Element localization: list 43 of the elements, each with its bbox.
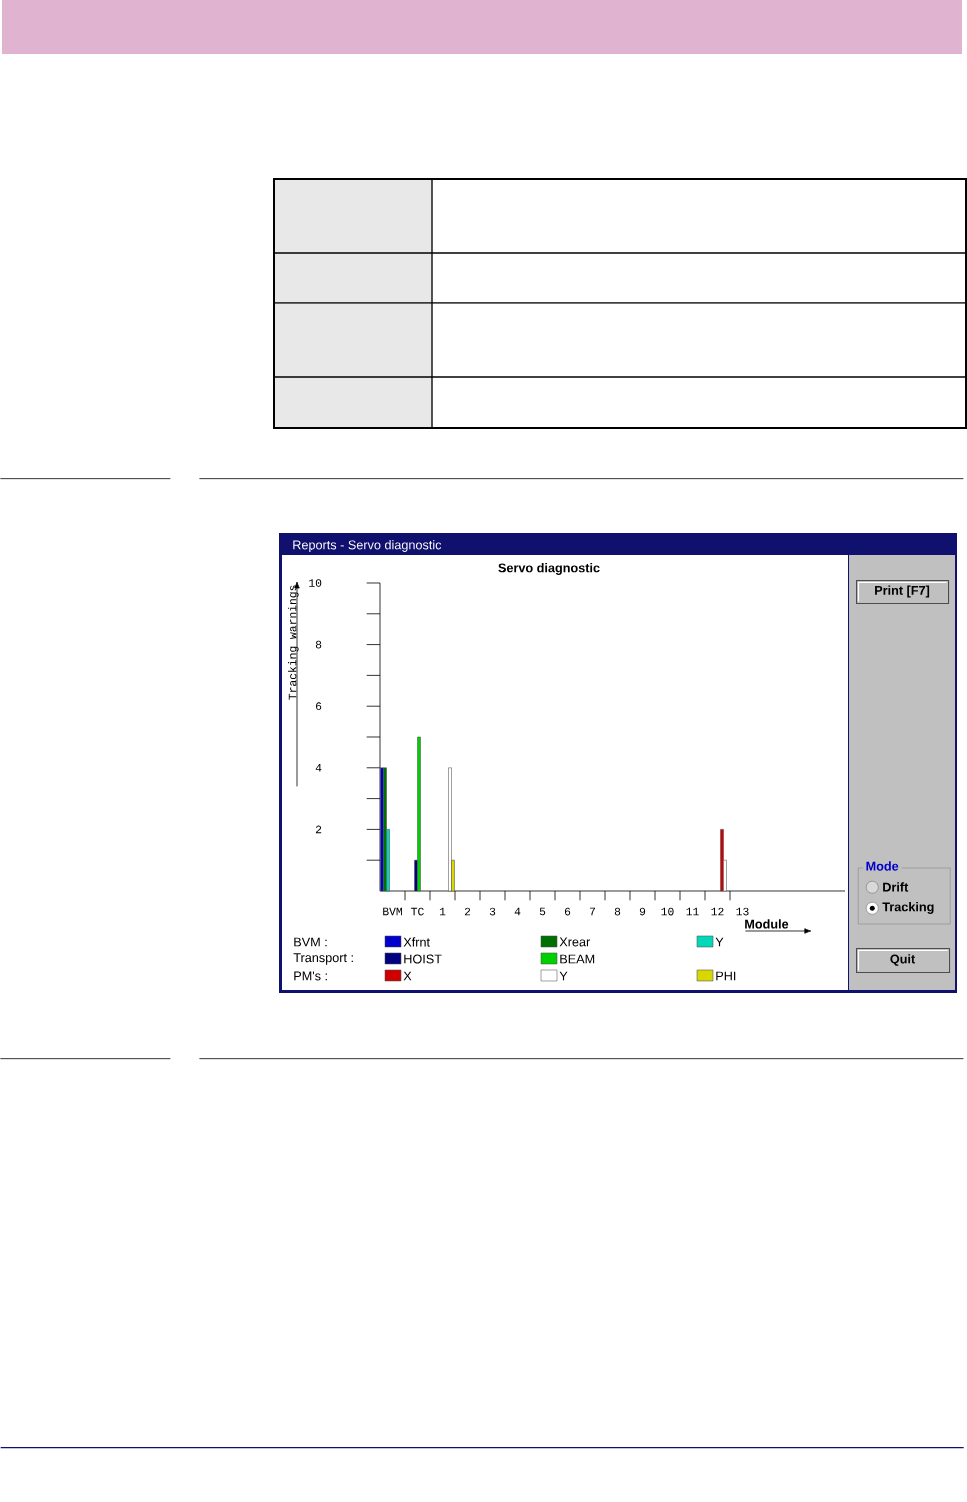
x-tick-label: 10 — [661, 907, 674, 916]
legend-label: Y — [715, 937, 724, 947]
text: Transport : — [293, 953, 353, 965]
y-tick-label: 10 — [309, 579, 322, 587]
legend-label: X — [403, 971, 412, 981]
legend-label: BEAM — [560, 954, 595, 964]
x-tick-label: 11 — [686, 907, 699, 916]
y-tick-label: 2 — [315, 825, 322, 834]
x-tick-label: 3 — [489, 907, 496, 916]
text: Quit — [890, 954, 916, 966]
legend-label: Xrear — [559, 937, 591, 947]
legend-label: PHI — [716, 971, 736, 981]
x-tick-label: BVM — [383, 907, 402, 916]
text: BVM : — [294, 937, 327, 947]
x-tick-label: 2 — [464, 907, 471, 916]
text: Drift — [883, 882, 909, 892]
x-tick-label: 5 — [539, 907, 546, 916]
chart-title: Servo diagnostic — [498, 563, 600, 575]
x-tick-label: 1 — [439, 907, 446, 916]
bar — [417, 736, 421, 892]
x-tick-label: 6 — [564, 907, 571, 916]
x-tick-label: 8 — [614, 907, 621, 916]
bar — [448, 767, 452, 892]
legend-label: Xfrnt — [403, 937, 430, 947]
x-tick-label: TC — [411, 907, 424, 916]
y-tick-label: 4 — [315, 764, 322, 772]
text: PM's : — [294, 971, 327, 981]
text: Reports - Servo diagnostic — [293, 540, 442, 552]
x-tick-label: 7 — [589, 907, 596, 916]
x-axis-title: Module — [745, 919, 789, 929]
legend-label: Y — [559, 971, 568, 981]
text: Tracking — [882, 902, 934, 914]
legend-label: HOIST — [404, 954, 442, 964]
y-tick-label: 8 — [315, 640, 322, 649]
x-tick-label: 12 — [711, 907, 724, 916]
y-tick-label: 6 — [315, 702, 322, 711]
y-axis-title: Tracking warnings — [288, 585, 299, 700]
bar — [720, 829, 724, 892]
text: Mode — [866, 861, 899, 871]
x-tick-label: 4 — [514, 907, 521, 916]
x-tick-label: 13 — [736, 907, 749, 916]
text: Print [F7] — [875, 585, 930, 598]
x-tick-label: 9 — [639, 907, 646, 916]
